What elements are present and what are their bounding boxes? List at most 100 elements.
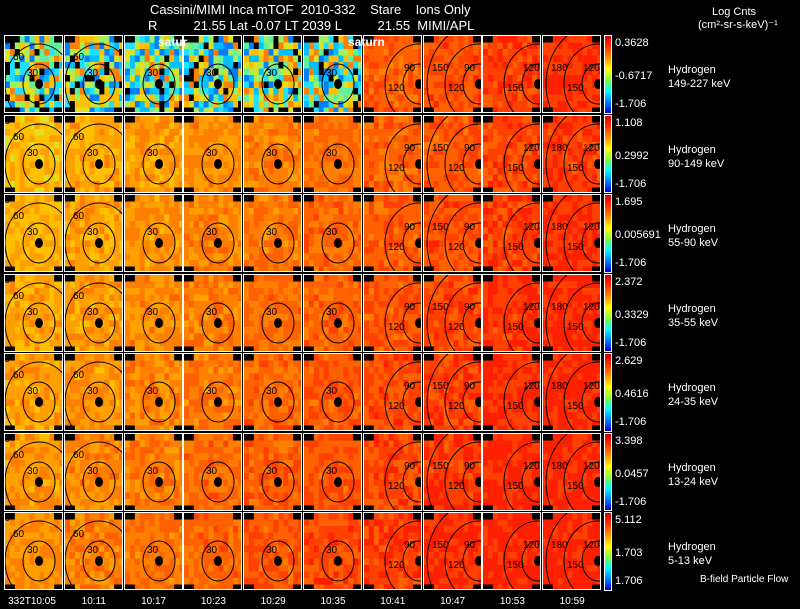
heatmap-cell <box>577 101 584 108</box>
heatmap-cell <box>313 187 320 192</box>
heatmap-cell <box>572 42 579 50</box>
heatmap-cell <box>273 174 280 181</box>
heatmap-cell <box>94 94 100 102</box>
heatmap-cell <box>163 167 170 175</box>
heatmap-cell <box>428 154 434 162</box>
heatmap-cell <box>383 167 389 175</box>
heatmap-cell <box>543 42 549 50</box>
heatmap-cell <box>472 180 479 188</box>
heatmap-cell <box>79 266 85 271</box>
heatmap-cell <box>577 167 584 175</box>
heatmap-cell <box>244 201 250 209</box>
heatmap-cell <box>388 75 394 82</box>
heatmap-cell <box>39 187 45 192</box>
heatmap-cell <box>318 247 325 254</box>
heatmap-cell <box>34 94 40 102</box>
heatmap-cell <box>244 49 250 56</box>
heatmap-cell <box>109 281 115 288</box>
heatmap-cell <box>572 68 579 76</box>
heatmap-cell <box>49 274 55 282</box>
heatmap-cell <box>113 107 120 112</box>
heatmap-cell <box>5 36 11 43</box>
heatmap-cell <box>358 81 361 89</box>
heatmap-cell <box>263 107 270 112</box>
heatmap-cell <box>59 187 62 192</box>
heatmap-cell <box>498 208 504 215</box>
heatmap-cell <box>288 128 294 136</box>
heatmap-cell <box>49 247 55 254</box>
heatmap-cell <box>124 266 131 271</box>
heatmap-cell <box>587 154 593 162</box>
heatmap-cell <box>543 141 549 149</box>
heatmap-cell <box>503 62 509 69</box>
heatmap-cell <box>204 141 210 149</box>
heatmap-cell <box>577 148 584 155</box>
contour-label: 90 <box>404 63 416 74</box>
heatmap-cell <box>293 208 299 215</box>
heatmap-cell <box>228 161 235 168</box>
heatmap-cell <box>194 62 200 69</box>
heatmap-cell <box>462 75 469 82</box>
heatmap-cell <box>64 274 71 282</box>
heatmap-cell <box>49 115 55 123</box>
heatmap-cell <box>64 195 71 202</box>
heatmap-cell <box>582 234 588 241</box>
heatmap-cell <box>433 180 439 188</box>
heatmap-cell <box>59 227 62 235</box>
heatmap-cell <box>154 75 160 82</box>
heatmap-cell <box>308 115 315 123</box>
heatmap-cell <box>113 221 120 228</box>
heatmap-cell <box>517 75 524 82</box>
heatmap-cell <box>562 55 569 63</box>
contour-line <box>321 143 355 184</box>
heatmap-cell <box>458 201 464 209</box>
heatmap-cell <box>208 294 215 301</box>
heatmap-cell <box>64 313 71 321</box>
heatmap-cell <box>49 195 55 202</box>
heatmap-cell <box>477 148 481 155</box>
heatmap-cell <box>423 107 430 112</box>
heatmap-cell <box>64 253 71 261</box>
heatmap-cell <box>507 81 514 89</box>
heatmap-cell <box>109 115 115 123</box>
heatmap-cell <box>194 180 200 188</box>
heatmap-cell <box>24 148 31 155</box>
heatmap-cell <box>49 107 55 112</box>
heatmap-cell <box>24 141 31 149</box>
heatmap-cell <box>527 49 534 56</box>
heatmap-cell <box>338 88 344 95</box>
heatmap-cell <box>24 55 31 63</box>
heatmap-cell <box>363 148 370 155</box>
heatmap-cell <box>592 88 598 95</box>
heatmap-cell <box>328 88 334 95</box>
heatmap-cell <box>308 234 315 241</box>
heatmap-cell <box>572 101 579 108</box>
heatmap-cell <box>467 88 474 95</box>
heatmap-cell <box>493 266 499 271</box>
heatmap-cell <box>548 201 554 209</box>
heatmap-cell <box>304 135 310 142</box>
heatmap-cell <box>254 115 260 123</box>
heatmap-cell <box>393 49 399 56</box>
heatmap-cell <box>408 141 414 149</box>
heatmap-cell <box>353 49 359 56</box>
heatmap-cell <box>428 62 434 69</box>
heatmap-cell <box>154 88 160 95</box>
heatmap-cell <box>14 122 21 129</box>
heatmap-cell <box>388 253 394 261</box>
heatmap-cell <box>308 180 315 188</box>
heatmap-cell <box>477 62 481 69</box>
heatmap-cell <box>338 128 344 136</box>
heatmap-cell <box>74 81 81 89</box>
heatmap-cell <box>408 148 414 155</box>
image-panel: 30 <box>303 35 362 113</box>
heatmap-cell <box>94 274 100 282</box>
heatmap-cell <box>199 266 205 271</box>
heatmap-cell <box>388 62 394 69</box>
heatmap-cell <box>348 167 354 175</box>
heatmap-cell <box>293 240 299 248</box>
heatmap-cell <box>483 201 489 209</box>
heatmap-cell <box>124 320 131 327</box>
heatmap-cell <box>268 161 275 168</box>
image-panel: 30 <box>183 273 243 352</box>
